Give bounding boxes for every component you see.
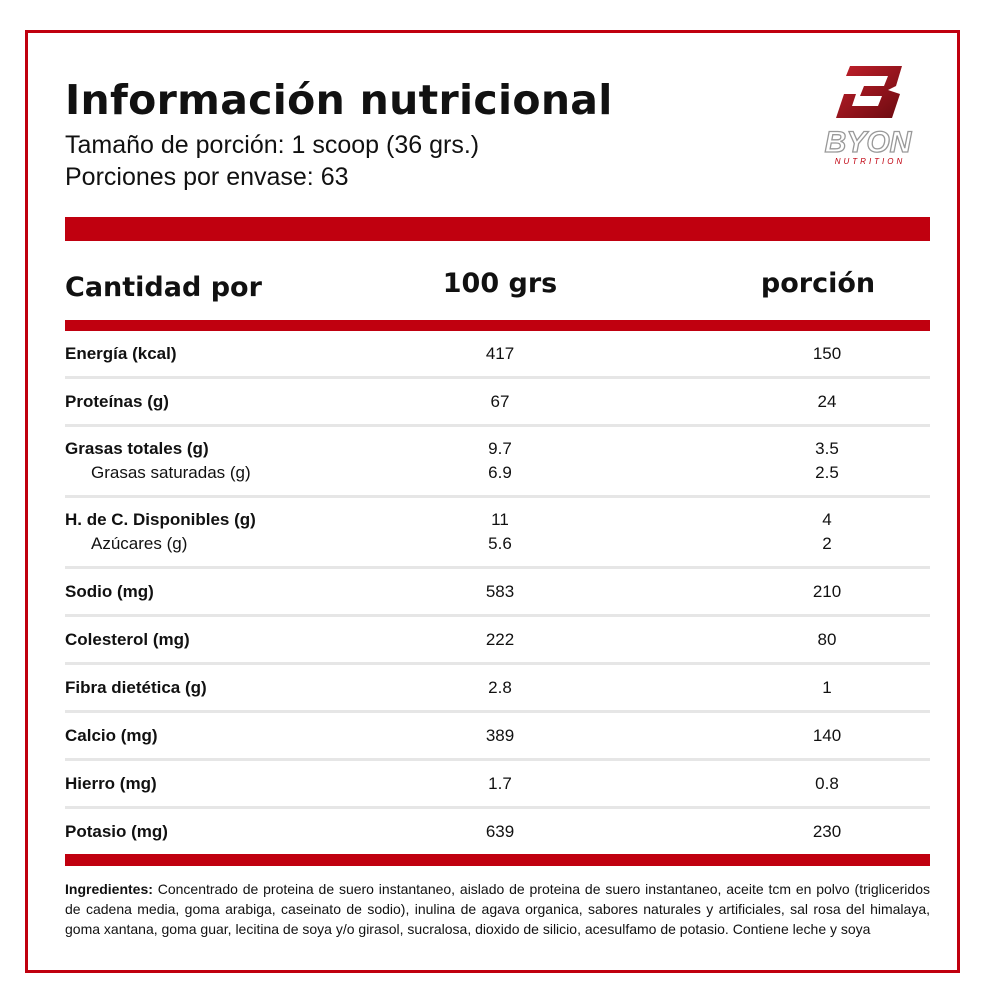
nutrient-value: 3.5 — [815, 439, 839, 458]
table-line: Calcio (mg) 389 140 — [65, 724, 930, 748]
nutrient-label: Grasas saturadas (g) — [91, 463, 251, 482]
nutrient-value: 67 — [490, 391, 510, 411]
nutrient-value: 389 — [485, 725, 515, 745]
table-row: Proteínas (g) 67 24 — [65, 379, 930, 427]
nutrient-value: 6.9 — [488, 463, 512, 482]
column-header: 100 grs — [442, 268, 558, 299]
table-line: Colesterol (mg) 222 80 — [65, 628, 930, 652]
table-row: H. de C. Disponibles (g) 11 4 Azúcares (g) 5… — [65, 498, 930, 569]
nutrient-label: H. de C. Disponibles (g) — [65, 510, 256, 529]
nutrient-value: 639 — [485, 821, 515, 841]
nutrient-value: 1 — [822, 677, 832, 697]
logo-brand: BYON — [825, 126, 913, 159]
nutrient-value: 230 — [812, 821, 842, 841]
table-line: H. de C. Disponibles (g) 11 4 — [65, 508, 930, 532]
nutrient-label: Fibra dietética (g) — [65, 677, 207, 697]
red-bar — [65, 320, 930, 331]
table-line: Potasio (mg) 639 230 — [65, 820, 930, 844]
nutrient-value: 2.5 — [815, 463, 839, 482]
frame — [25, 30, 960, 973]
red-bar — [65, 217, 930, 241]
nutrient-value: 150 — [812, 343, 842, 363]
table-line: Grasas totales (g) 9.7 3.5 — [65, 437, 930, 461]
nutrient-value: 417 — [485, 343, 515, 363]
nutrient-label: Grasas totales (g) — [65, 439, 209, 458]
nutrient-value: 24 — [817, 391, 837, 411]
table-line: Azúcares (g) 5.6 2 — [65, 532, 930, 556]
table-line: Grasas saturadas (g) 6.9 2.5 — [65, 461, 930, 485]
nutrient-value: 222 — [485, 629, 515, 649]
table-row: Fibra dietética (g) 2.8 1 — [65, 665, 930, 713]
nutrient-value: 4 — [822, 510, 832, 529]
logo: BYON NUTRITION — [824, 66, 913, 166]
table-line: Fibra dietética (g) 2.8 1 — [65, 676, 930, 700]
nutrient-label: Hierro (mg) — [65, 773, 157, 793]
table-row: Grasas totales (g) 9.7 3.5 Grasas saturadas… — [65, 427, 930, 498]
logo-tagline: NUTRITION — [835, 157, 906, 166]
table-line: Hierro (mg) 1.7 0.8 — [65, 772, 930, 796]
table-row: Calcio (mg) 389 140 — [65, 713, 930, 761]
table-row: Colesterol (mg) 222 80 — [65, 617, 930, 665]
nutrient-value: 5.6 — [488, 534, 512, 553]
column-header: Cantidad por — [65, 272, 262, 303]
nutrient-label: Colesterol (mg) — [65, 629, 190, 649]
nutrient-value: 210 — [812, 581, 842, 601]
serving-size: Tamaño de porción: 1 scoop (36 grs.) — [65, 131, 480, 159]
ingredients-label: Ingredientes: — [65, 881, 153, 897]
table-row: Energía (kcal) 417 150 — [65, 331, 930, 379]
servings: Porciones por envase: 63 — [65, 163, 349, 191]
table-row: Sodio (mg) 583 210 — [65, 569, 930, 617]
nutrient-label: Azúcares (g) — [91, 534, 188, 553]
nutrient-value: 140 — [812, 725, 842, 745]
table: Energía (kcal) 417 150 Proteínas (g) 67 24 Gra… — [65, 331, 930, 854]
title: Información nutricional — [65, 76, 613, 124]
nutrient-value: 11 — [491, 510, 509, 529]
ingredients: Ingredientes: Concentrado de proteina de… — [65, 879, 930, 939]
nutrient-value: 2 — [822, 534, 832, 553]
column-header: porción — [760, 268, 876, 299]
table-row: Potasio (mg) 639 230 — [65, 809, 930, 854]
table-row: Hierro (mg) 1.7 0.8 — [65, 761, 930, 809]
red-bar — [65, 854, 930, 866]
nutrient-value: 1.7 — [488, 773, 512, 793]
nutrient-label: Sodio (mg) — [65, 581, 154, 601]
nutrient-value: 0.8 — [815, 773, 839, 793]
nutrient-label: Energía (kcal) — [65, 343, 177, 363]
nutrient-value: 80 — [817, 629, 837, 649]
nutrient-label: Potasio (mg) — [65, 821, 168, 841]
nutrient-label: Calcio (mg) — [65, 725, 158, 745]
nutrient-value: 2.8 — [488, 677, 512, 697]
table-line: Energía (kcal) 417 150 — [65, 342, 930, 366]
table-line: Sodio (mg) 583 210 — [65, 580, 930, 604]
nutrient-value: 9.7 — [488, 439, 512, 458]
nutrient-label: Proteínas (g) — [65, 391, 169, 411]
nutrient-value: 583 — [485, 581, 515, 601]
ingredients-text: Concentrado de proteina de suero instant… — [65, 881, 930, 937]
table-line: Proteínas (g) 67 24 — [65, 390, 930, 414]
logo-mark — [836, 66, 902, 118]
